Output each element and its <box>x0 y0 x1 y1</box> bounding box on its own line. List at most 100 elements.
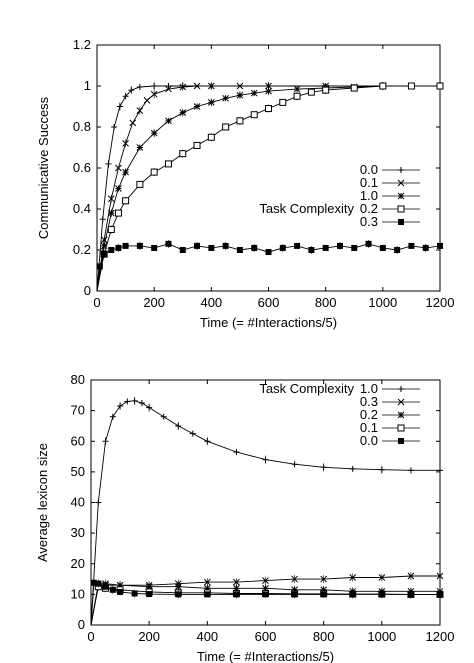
data-point <box>179 83 187 91</box>
data-point <box>236 117 244 125</box>
data-point <box>146 591 153 598</box>
data-point <box>320 591 327 598</box>
legend-label: 0.2 <box>360 201 378 216</box>
data-point <box>203 578 211 586</box>
data-point <box>150 129 158 137</box>
x-tick-label: 600 <box>258 295 280 310</box>
y-tick-label: 60 <box>71 433 85 448</box>
data-point <box>100 242 108 250</box>
data-point <box>116 103 123 110</box>
data-point <box>179 150 187 158</box>
series-line <box>96 243 441 292</box>
data-point <box>115 244 122 251</box>
data-point <box>322 244 329 251</box>
data-point <box>174 583 182 591</box>
data-point <box>165 240 172 247</box>
data-point <box>265 249 272 256</box>
series-line <box>96 85 440 292</box>
data-point <box>378 591 385 598</box>
data-point <box>115 185 122 192</box>
data-point <box>379 82 387 90</box>
legend-marker <box>397 411 405 419</box>
series-line <box>96 85 440 292</box>
legend-marker <box>397 192 405 200</box>
legend-label: 0.3 <box>360 214 378 229</box>
data-point <box>262 577 269 584</box>
y-tick-label: 0.2 <box>73 242 91 257</box>
series-0.0 <box>96 82 443 292</box>
legend-marker <box>397 205 405 213</box>
data-point <box>146 404 153 411</box>
data-point <box>165 85 172 93</box>
legend-marker <box>398 386 404 392</box>
data-point <box>407 82 415 90</box>
data-point <box>436 572 444 580</box>
data-point <box>407 572 415 580</box>
data-point <box>193 141 201 149</box>
data-point <box>164 160 172 168</box>
data-point <box>138 399 145 406</box>
data-point <box>204 438 211 445</box>
data-point <box>122 197 130 205</box>
legend-title: Task Complexity <box>259 381 354 396</box>
data-point <box>222 94 229 102</box>
y-axis-label: Communicative Success <box>36 96 51 239</box>
x-tick-label: 200 <box>143 295 165 310</box>
data-point <box>150 168 158 176</box>
data-point <box>175 591 182 598</box>
x-tick-label: 1200 <box>426 295 455 310</box>
y-tick-label: 0.8 <box>73 119 91 134</box>
data-point <box>151 244 158 251</box>
data-point <box>128 87 135 94</box>
data-point <box>308 247 315 253</box>
data-point <box>143 96 151 104</box>
data-point <box>96 263 103 270</box>
data-point <box>107 209 115 217</box>
data-point <box>179 109 187 117</box>
y-tick-label: 0 <box>84 283 91 298</box>
data-point <box>320 575 328 583</box>
data-point <box>378 466 385 473</box>
data-point <box>208 244 215 251</box>
chart-lexicon: 0 200 400 600 800 1000 1200 0 10 20 30 40 50 60 70 80 Ti… <box>35 372 454 663</box>
legend-marker <box>398 438 404 444</box>
data-point <box>95 499 102 506</box>
data-point <box>236 247 243 253</box>
data-point <box>193 103 201 110</box>
data-point <box>236 82 244 90</box>
x-tick-label: 200 <box>138 629 160 644</box>
data-point <box>122 168 129 176</box>
data-point <box>233 578 240 586</box>
x-axis-label: Time (= #Interactions/5) <box>197 649 334 663</box>
x-tick-label: 0 <box>93 295 100 310</box>
data-point <box>109 586 116 593</box>
x-tick-label: 1000 <box>368 295 397 310</box>
y-tick-label: 50 <box>71 464 85 479</box>
data-point <box>111 124 118 130</box>
data-point <box>207 99 215 106</box>
data-point <box>136 107 144 114</box>
data-point <box>131 397 138 404</box>
y-tick-label: 40 <box>71 495 85 510</box>
data-point <box>136 180 144 188</box>
data-point <box>265 105 272 113</box>
data-point <box>165 117 172 125</box>
x-tick-label: 400 <box>196 629 218 644</box>
data-point <box>102 583 109 590</box>
legend-label: 1.0 <box>360 188 378 203</box>
legend-label: 0.1 <box>360 175 378 190</box>
data-point <box>124 398 131 405</box>
data-point <box>160 413 167 420</box>
data-point <box>349 574 357 581</box>
legend-label: 0.1 <box>360 420 378 435</box>
data-point <box>250 89 258 97</box>
y-tick-label: 10 <box>71 586 85 601</box>
y-tick-label: 80 <box>71 372 85 387</box>
data-point <box>233 584 240 592</box>
data-point <box>233 448 240 455</box>
chart-success: 0 200 400 600 800 1000 1200 0 0.2 0.4 0.6 0.8 1 1.2 Ti… <box>36 37 454 330</box>
data-point <box>151 83 158 89</box>
data-point <box>179 247 186 253</box>
data-point <box>251 244 258 251</box>
series-0.3 <box>90 572 444 626</box>
